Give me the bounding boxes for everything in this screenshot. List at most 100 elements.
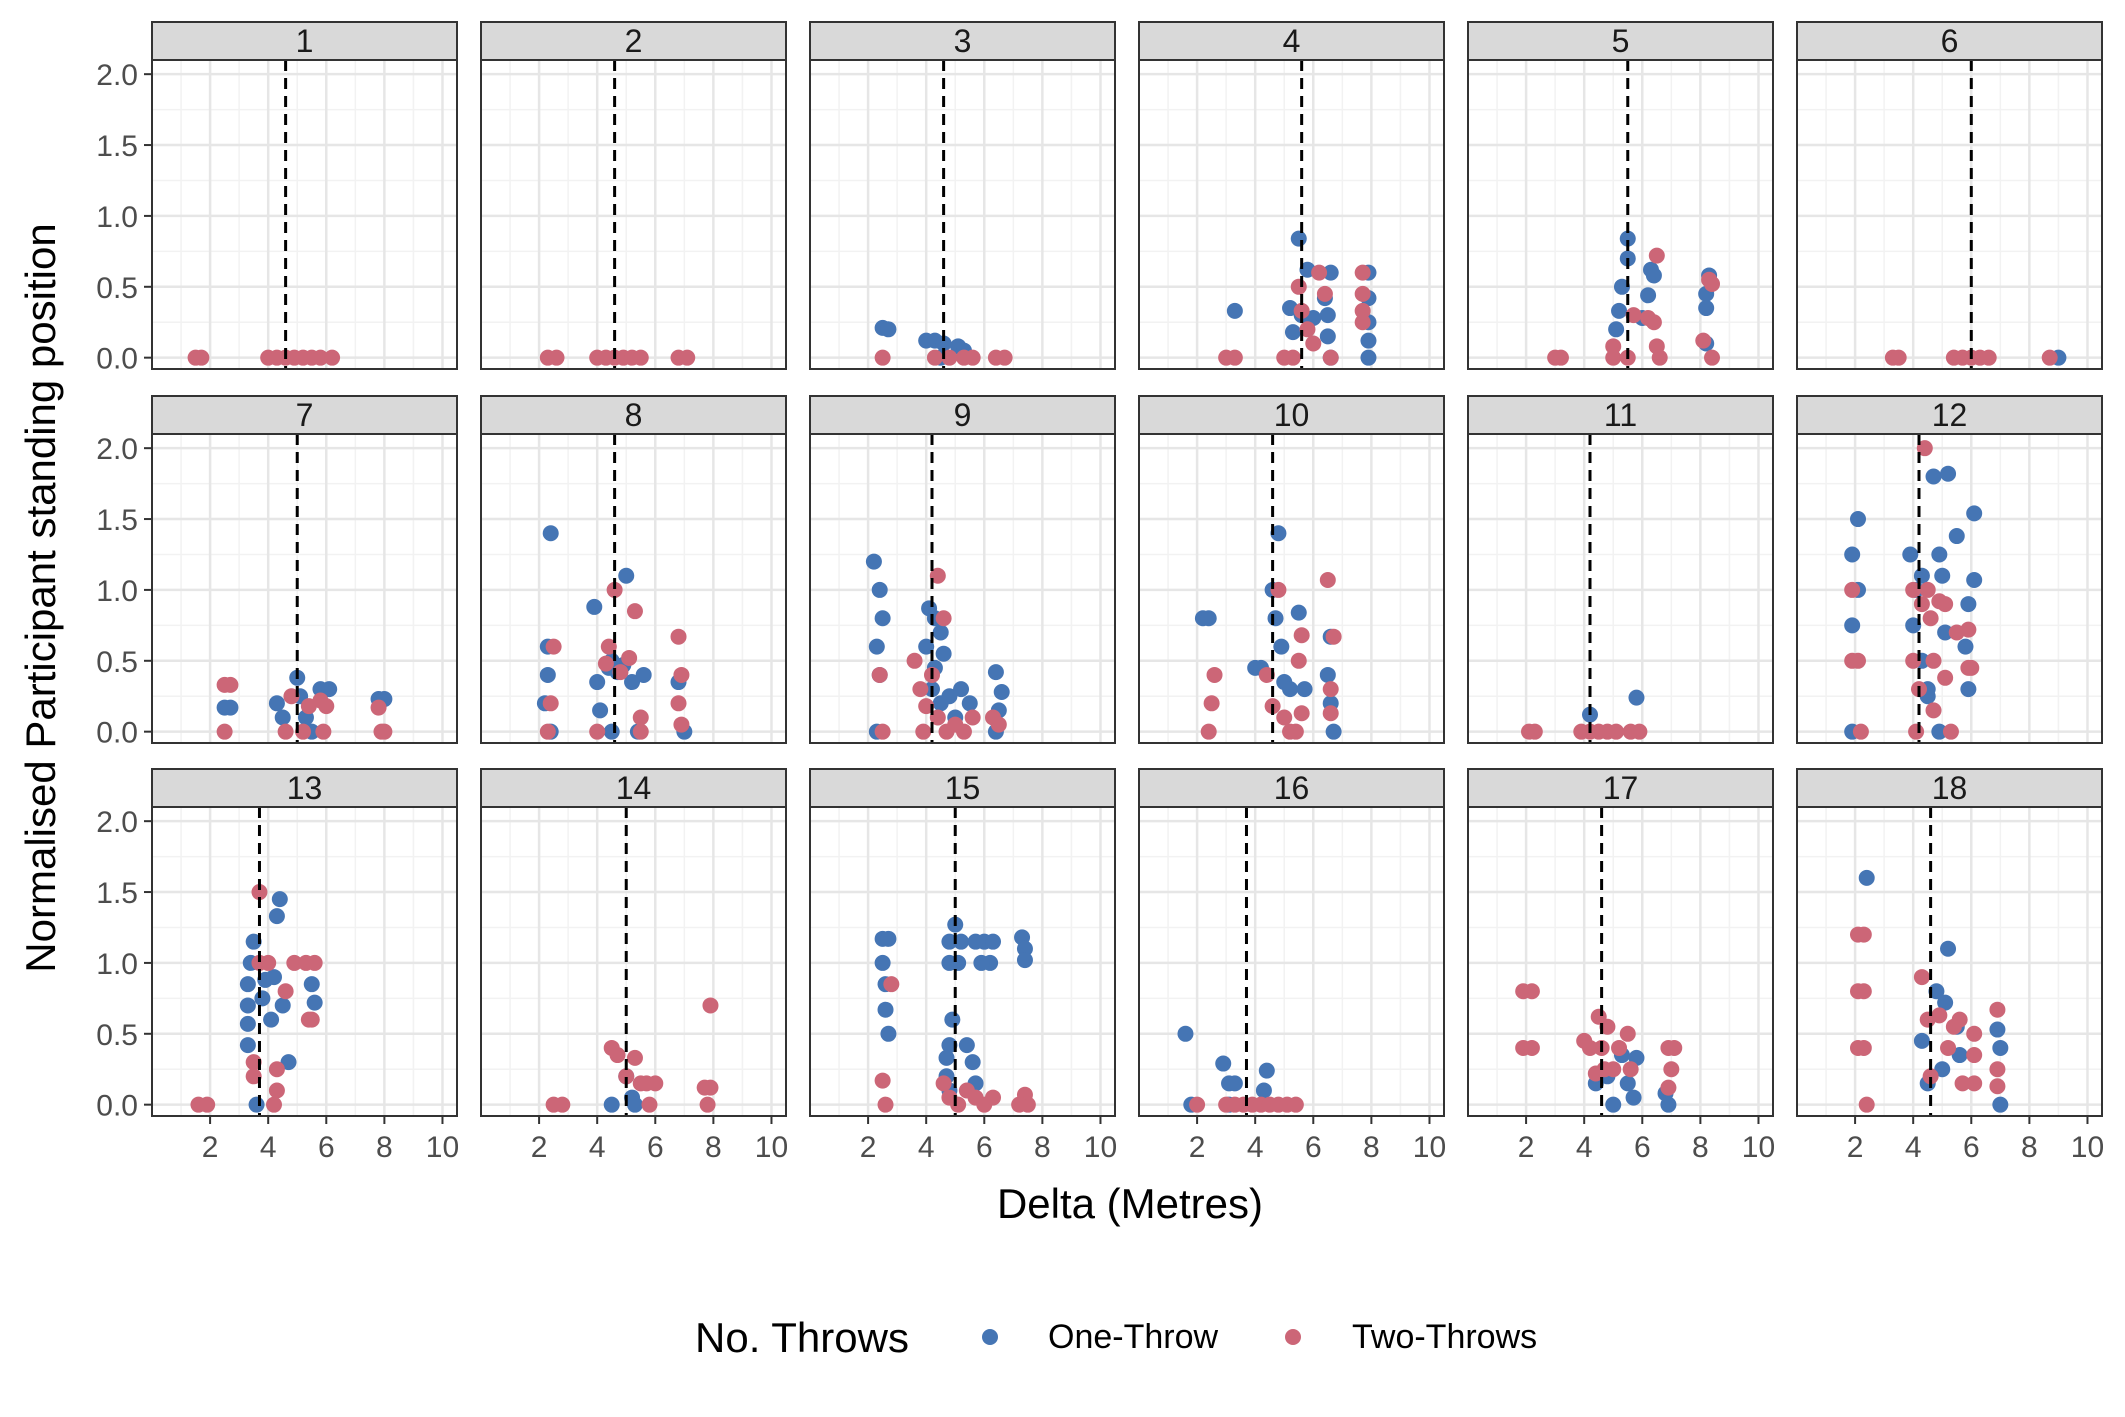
point-one-throw xyxy=(1931,723,1948,740)
point-two-throws xyxy=(626,603,643,620)
point-two-throws xyxy=(1287,723,1304,740)
facet-strip-label: 18 xyxy=(1932,770,1968,806)
x-tick-label: 4 xyxy=(1247,1131,1264,1164)
x-tick-label: 8 xyxy=(2021,1131,2038,1164)
point-two-throws xyxy=(1890,349,1907,366)
y-tick-label: 1.0 xyxy=(96,201,138,234)
point-one-throw xyxy=(1902,546,1919,563)
point-two-throws xyxy=(1552,349,1569,366)
point-one-throw xyxy=(1966,571,1983,588)
panel-border xyxy=(1467,59,1774,370)
point-one-throw xyxy=(1290,604,1307,621)
point-one-throw xyxy=(1319,307,1336,324)
point-two-throws xyxy=(542,695,559,712)
point-two-throws xyxy=(251,884,268,901)
point-two-throws xyxy=(1605,349,1622,366)
point-two-throws xyxy=(1940,1039,1957,1056)
point-one-throw xyxy=(239,1015,256,1032)
point-one-throw xyxy=(1844,546,1861,563)
facet-panel-18: 18 xyxy=(1796,768,2103,1117)
legend-label-two-throws: Two-Throws xyxy=(1352,1318,1537,1356)
point-one-throw xyxy=(1934,567,1951,584)
x-tick-label: 2 xyxy=(202,1131,219,1164)
point-one-throw xyxy=(1360,349,1377,366)
point-one-throw xyxy=(1931,546,1948,563)
facet-panel-14: 14 xyxy=(480,768,787,1117)
point-two-throws xyxy=(1666,1039,1683,1056)
facet-strip-label: 1 xyxy=(296,23,314,59)
point-two-throws xyxy=(283,688,300,705)
point-one-throw xyxy=(871,581,888,598)
plot-background xyxy=(810,60,1115,369)
point-one-throw xyxy=(1628,689,1645,706)
point-one-throw xyxy=(239,997,256,1014)
point-two-throws xyxy=(985,1089,1001,1106)
point-two-throws xyxy=(964,349,981,366)
x-tick-label: 4 xyxy=(589,1131,606,1164)
point-two-throws xyxy=(647,1075,664,1092)
point-two-throws xyxy=(1305,335,1322,352)
point-two-throws xyxy=(1937,669,1954,686)
point-two-throws xyxy=(1648,247,1665,264)
point-one-throw xyxy=(985,933,1001,950)
point-one-throw xyxy=(1940,465,1957,482)
x-tick-label: 4 xyxy=(918,1131,935,1164)
point-two-throws xyxy=(306,954,323,971)
point-one-throw xyxy=(1960,596,1977,613)
y-tick-label: 2.0 xyxy=(96,806,138,839)
x-tick-label: 6 xyxy=(1634,1131,1651,1164)
point-two-throws xyxy=(926,349,943,366)
point-two-throws xyxy=(918,698,935,715)
point-two-throws xyxy=(370,699,387,716)
point-one-throw xyxy=(941,1037,958,1054)
point-one-throw xyxy=(877,1001,894,1018)
point-one-throw xyxy=(1273,638,1290,655)
point-one-throw xyxy=(1858,869,1875,886)
point-two-throws xyxy=(1989,1001,2006,1018)
point-one-throw xyxy=(1940,940,1957,957)
point-one-throw xyxy=(1284,324,1301,341)
point-two-throws xyxy=(1311,264,1328,281)
point-one-throw xyxy=(1255,1082,1272,1099)
point-two-throws xyxy=(1605,338,1622,355)
legend: No. Throws One-Throw Two-Throws xyxy=(695,1314,1537,1361)
facet-strip-label: 15 xyxy=(945,770,981,806)
x-tick-label: 8 xyxy=(705,1131,722,1164)
panel-border xyxy=(151,59,458,370)
point-two-throws xyxy=(1200,723,1217,740)
point-one-throw xyxy=(993,683,1010,700)
point-one-throw xyxy=(1844,617,1861,634)
panel-border xyxy=(480,433,787,744)
point-one-throw xyxy=(1625,1089,1642,1106)
facet-strip-label: 6 xyxy=(1941,23,1959,59)
facet-strip-label: 2 xyxy=(625,23,643,59)
panel-border xyxy=(1796,433,2103,744)
point-two-throws xyxy=(996,349,1013,366)
point-two-throws xyxy=(1319,571,1336,588)
x-tick-label: 6 xyxy=(647,1131,664,1164)
x-tick-label: 10 xyxy=(1084,1131,1117,1164)
point-two-throws xyxy=(618,1068,635,1085)
facet-strip-label: 10 xyxy=(1274,397,1310,433)
point-two-throws xyxy=(1855,1039,1872,1056)
point-two-throws xyxy=(266,1096,282,1113)
point-one-throw xyxy=(635,666,652,683)
point-one-throw xyxy=(542,525,559,542)
point-one-throw xyxy=(1937,624,1954,641)
point-two-throws xyxy=(277,723,294,740)
point-one-throw xyxy=(239,976,256,993)
point-two-throws xyxy=(612,664,629,681)
point-two-throws xyxy=(912,681,929,698)
point-one-throw xyxy=(1957,638,1974,655)
point-two-throws xyxy=(699,1096,716,1113)
facet-panel-11: 11 xyxy=(1467,395,1774,744)
point-one-throw xyxy=(1226,302,1243,319)
plot-background xyxy=(1139,807,1444,1116)
point-two-throws xyxy=(1587,1065,1604,1082)
point-one-throw xyxy=(1619,1075,1636,1092)
point-two-throws xyxy=(1704,349,1720,366)
x-tick-label: 2 xyxy=(860,1131,877,1164)
point-one-throw xyxy=(1934,1061,1951,1078)
point-one-throw xyxy=(1258,1062,1275,1079)
point-one-throw xyxy=(222,699,239,716)
